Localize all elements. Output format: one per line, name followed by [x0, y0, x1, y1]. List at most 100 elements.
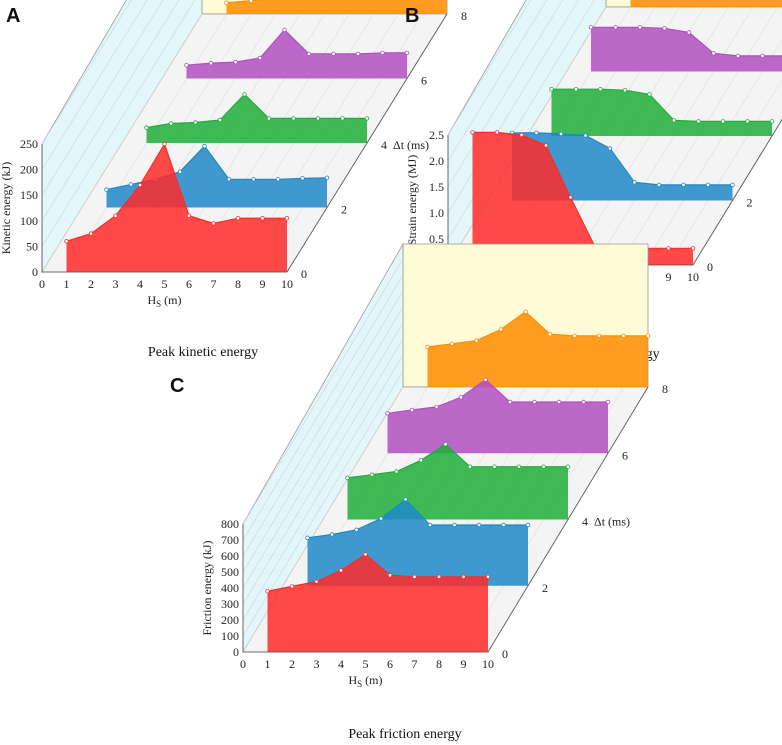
series-line-2 — [512, 132, 733, 186]
panel-letter: B — [405, 5, 419, 27]
series-line-0 — [66, 142, 287, 242]
data-point — [583, 133, 588, 138]
y-axis-label: Strain energy (MJ) — [405, 155, 419, 245]
data-point — [645, 333, 651, 338]
data-point — [745, 119, 750, 124]
y-tick-label: 300 — [221, 597, 239, 611]
data-point — [177, 169, 183, 174]
x-tick-label: 7 — [211, 277, 217, 291]
data-point — [622, 87, 628, 93]
z-tick-label: 2 — [341, 203, 347, 217]
series-area-0 — [66, 144, 287, 272]
x-tick-label: 9 — [260, 277, 266, 291]
series-line-0 — [472, 131, 693, 249]
data-point — [226, 177, 232, 182]
grid-line — [242, 290, 404, 557]
y-tick-label: 200 — [20, 163, 38, 177]
data-point — [235, 215, 241, 221]
y-tick-label: 100 — [221, 629, 239, 643]
x-tick-label: 10 — [482, 657, 494, 671]
data-point — [284, 215, 290, 221]
data-point — [461, 574, 466, 579]
data-point — [558, 131, 564, 137]
y-tick-label: 400 — [221, 581, 239, 595]
y-tick-label: 0.5 — [429, 232, 444, 246]
x-tick-label: 4 — [338, 657, 344, 671]
data-point — [547, 332, 553, 337]
y-tick-label: 150 — [20, 188, 38, 202]
x-tick-label: 10 — [281, 277, 293, 291]
z-tick-label: 8 — [461, 9, 467, 23]
data-point — [242, 92, 247, 97]
data-point — [735, 53, 741, 59]
series-area-2 — [512, 132, 733, 201]
data-point — [113, 213, 118, 218]
data-point — [224, 0, 229, 5]
x-tick-label: 6 — [387, 657, 393, 671]
z-tick-label: 0 — [502, 647, 508, 661]
data-point — [572, 333, 577, 338]
data-point — [581, 399, 586, 405]
data-point — [364, 116, 370, 121]
x-tick-label: 5 — [162, 277, 168, 291]
data-point — [696, 119, 701, 124]
x-tick-label: 4 — [137, 277, 143, 291]
data-point — [656, 182, 662, 188]
data-point — [403, 497, 408, 502]
data-point — [354, 527, 359, 532]
data-point — [355, 51, 361, 57]
y-tick-label: 0 — [32, 265, 38, 279]
data-point — [519, 132, 524, 138]
z-axis-label: Δt (ms) — [393, 138, 429, 152]
data-point — [291, 116, 296, 121]
x-tick-label: 6 — [186, 277, 192, 291]
z-axis — [286, 13, 448, 273]
x-tick-label: 8 — [235, 277, 241, 291]
x-axis-label: HS (m) — [348, 673, 382, 689]
data-point — [705, 182, 711, 188]
data-point — [565, 464, 571, 469]
series-line-0 — [267, 553, 488, 592]
data-point — [573, 86, 579, 92]
data-point — [257, 55, 263, 61]
z-tick-label: 0 — [301, 267, 307, 281]
data-point — [458, 395, 464, 400]
y-tick-label: 600 — [221, 549, 239, 563]
x-tick-label: 0 — [240, 657, 246, 671]
data-point — [193, 120, 198, 125]
data-point — [385, 411, 390, 416]
data-point — [632, 180, 637, 185]
series-line-6 — [387, 378, 608, 414]
series-line-4 — [146, 93, 367, 129]
data-point — [549, 86, 554, 92]
data-point — [494, 130, 500, 135]
grid-line — [41, 0, 164, 196]
data-point — [315, 116, 321, 121]
x-tick-label: 8 — [436, 657, 442, 671]
data-point — [498, 327, 504, 332]
series-line-8 — [427, 311, 648, 348]
series-line-4 — [551, 88, 772, 123]
data-point — [233, 59, 238, 65]
z-tick-label: 8 — [662, 382, 668, 396]
data-point — [485, 574, 491, 579]
y-tick-label: 50 — [26, 239, 38, 253]
data-point — [275, 177, 281, 182]
data-point — [598, 86, 603, 92]
data-point — [543, 143, 549, 148]
series-area-4 — [347, 444, 568, 520]
data-point — [483, 377, 488, 382]
data-point — [476, 522, 482, 528]
data-point — [467, 464, 473, 469]
data-point — [378, 516, 384, 521]
data-point — [369, 472, 375, 477]
data-point — [305, 535, 310, 540]
data-point — [769, 119, 775, 124]
data-point — [637, 25, 643, 30]
data-point — [516, 464, 522, 469]
x-tick-label: 9 — [666, 270, 672, 284]
y-tick-label: 700 — [221, 533, 239, 547]
grid-line — [41, 0, 196, 247]
data-point — [541, 464, 546, 469]
